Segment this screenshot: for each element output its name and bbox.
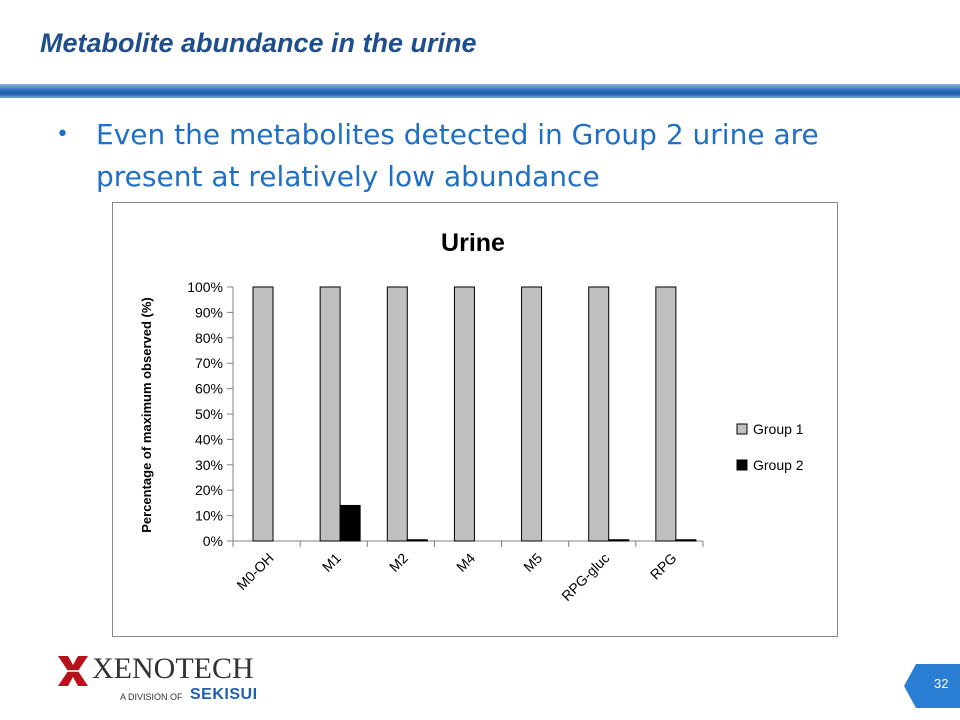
x-tick-label: M4	[453, 550, 478, 575]
y-tick-label: 70%	[195, 355, 223, 371]
bar-group-2	[675, 539, 697, 542]
bar-group-1	[319, 286, 341, 542]
y-tick-label: 90%	[195, 304, 223, 320]
y-tick-label: 50%	[195, 406, 223, 422]
bar-group-1	[252, 286, 274, 542]
legend-label: Group 1	[753, 421, 804, 437]
y-tick-label: 60%	[195, 381, 223, 397]
logo-name: XENOTECH	[92, 652, 254, 685]
chart-title: Urine	[441, 229, 505, 257]
bar-group-1	[655, 286, 677, 542]
x-tick-label: RPG-gluc	[558, 550, 612, 604]
x-tick-label: M2	[386, 550, 411, 575]
chart-frame: Urine Percentage of maximum observed (%)…	[112, 202, 838, 637]
y-tick-label: 30%	[195, 457, 223, 473]
bar-group-2	[608, 539, 630, 542]
title-divider-bar	[0, 84, 960, 98]
y-tick-label: 100%	[187, 279, 223, 295]
urine-bar-chart: Urine Percentage of maximum observed (%)…	[139, 229, 804, 604]
y-tick-label: 0%	[203, 533, 223, 549]
x-tick-label: M1	[319, 550, 344, 575]
legend-label: Group 2	[753, 457, 804, 473]
x-tick-label: RPG	[647, 550, 680, 583]
bullet-dot-icon: •	[56, 122, 69, 147]
bar-group-2	[339, 504, 361, 542]
bullet-point: • Even the metabolites detected in Group…	[56, 114, 916, 198]
legend-swatch	[736, 459, 748, 471]
y-axis-label: Percentage of maximum observed (%)	[139, 297, 154, 533]
bar-group-1	[386, 286, 408, 542]
logo-parent-name: SEKISUI	[190, 686, 258, 703]
bar-group-2	[406, 539, 428, 542]
bar-group-1	[521, 286, 543, 542]
bar-group-1	[453, 286, 475, 542]
y-tick-label: 10%	[195, 508, 223, 524]
y-tick-label: 20%	[195, 482, 223, 498]
xenotech-logo: XENOTECH A DIVISION OF SEKISUI	[58, 652, 258, 708]
x-tick-label: M0-OH	[233, 550, 276, 593]
bar-group-1	[588, 286, 610, 542]
slide-title: Metabolite abundance in the urine	[40, 28, 477, 58]
legend-swatch	[736, 423, 748, 435]
bullet-text: Even the metabolites detected in Group 2…	[96, 118, 819, 193]
xenotech-x-mark-icon	[58, 656, 88, 686]
logo-division-text: A DIVISION OF	[120, 692, 183, 702]
page-tab-shape-icon	[904, 664, 960, 708]
page-number: 32	[934, 676, 949, 691]
y-tick-label: 40%	[195, 431, 223, 447]
page-number-tab: 32	[904, 664, 960, 708]
y-tick-label: 80%	[195, 330, 223, 346]
x-tick-label: M5	[520, 550, 545, 575]
